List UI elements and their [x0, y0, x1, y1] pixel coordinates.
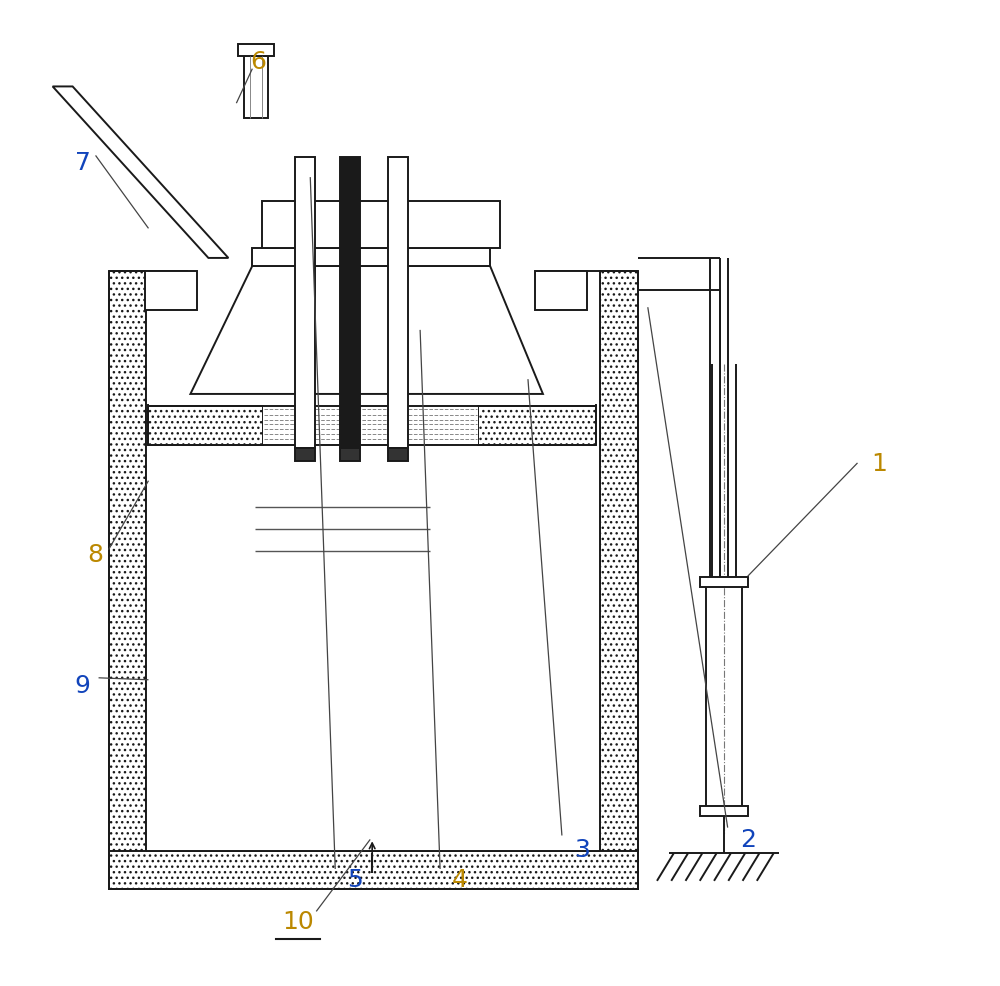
Text: 6: 6: [250, 49, 266, 74]
Text: 4: 4: [452, 867, 468, 891]
Text: 1: 1: [872, 452, 887, 475]
Text: 2: 2: [740, 827, 756, 852]
Bar: [700, 578, 748, 588]
Polygon shape: [190, 266, 543, 394]
Bar: [478, 406, 596, 446]
Text: 7: 7: [75, 151, 91, 176]
Bar: [244, 57, 268, 119]
Bar: [109, 271, 146, 888]
Bar: [340, 158, 360, 449]
Text: 5: 5: [347, 867, 363, 891]
Bar: [295, 449, 315, 461]
Bar: [340, 449, 360, 461]
Bar: [600, 271, 638, 888]
Bar: [109, 851, 638, 888]
Bar: [535, 271, 587, 311]
Text: 3: 3: [574, 837, 590, 862]
Bar: [148, 406, 263, 446]
Bar: [262, 201, 500, 248]
Polygon shape: [53, 88, 228, 258]
Bar: [145, 271, 197, 311]
Bar: [252, 248, 490, 266]
Bar: [146, 271, 600, 851]
Text: 8: 8: [88, 542, 104, 566]
Bar: [388, 449, 408, 461]
Bar: [295, 158, 315, 449]
Bar: [388, 158, 408, 449]
Text: 10: 10: [282, 909, 314, 934]
Bar: [238, 45, 274, 57]
Bar: [263, 406, 478, 446]
Text: 9: 9: [75, 673, 91, 697]
Bar: [706, 582, 742, 810]
Bar: [700, 807, 748, 816]
